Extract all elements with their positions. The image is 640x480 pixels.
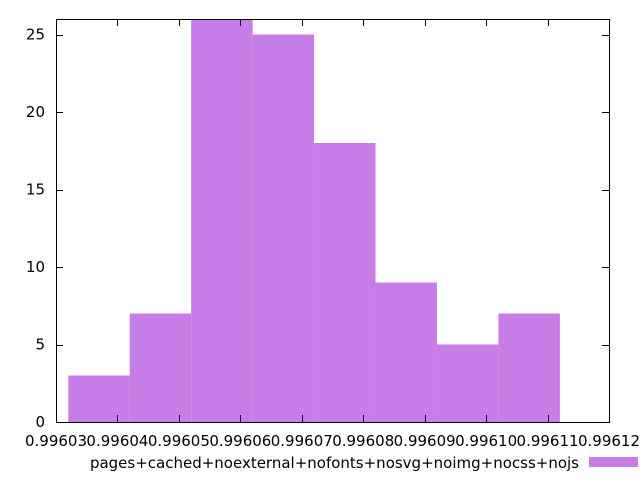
plot-frame: [56, 19, 610, 423]
y-tick-label: 20: [26, 103, 45, 121]
x-tick-label: 0.99604: [86, 432, 148, 450]
y-tick-label: 15: [26, 181, 45, 199]
x-tick-label: 0.99605: [148, 432, 210, 450]
x-tick-label: 0.99612: [578, 432, 640, 450]
histogram-bar: [68, 375, 130, 422]
legend-label: pages+cached+noexternal+nofonts+nosvg+no…: [90, 454, 579, 472]
x-tick-label: 0.99608: [332, 432, 394, 450]
histogram-bar: [498, 313, 560, 422]
x-tick-label: 0.99603: [25, 432, 87, 450]
x-tick-label: 0.99606: [209, 432, 271, 450]
histogram-bar: [129, 313, 192, 422]
legend-swatch: [589, 457, 638, 467]
axis-tick-labels: 0.99603 0.99604 0.99605 0.99606 0.99607 0.996…: [25, 26, 640, 451]
histogram-bars: [68, 19, 560, 422]
x-tick-label: 0.99610: [455, 432, 517, 450]
histogram-bar: [314, 143, 376, 422]
histogram-bar: [252, 34, 315, 422]
x-tick-label: 0.99607: [271, 432, 333, 450]
y-tick-label: 0: [35, 413, 45, 431]
x-tick-label: 0.99611: [517, 432, 579, 450]
legend: pages+cached+noexternal+nofonts+nosvg+no…: [90, 454, 638, 472]
histogram-bar: [191, 19, 253, 422]
axis-ticks: [56, 19, 610, 423]
y-tick-label: 10: [26, 258, 45, 276]
histogram-bar: [436, 344, 499, 422]
x-tick-label: 0.99609: [394, 432, 456, 450]
y-tick-label: 25: [26, 26, 45, 44]
y-tick-label: 5: [35, 336, 45, 354]
histogram-bar: [375, 282, 437, 422]
